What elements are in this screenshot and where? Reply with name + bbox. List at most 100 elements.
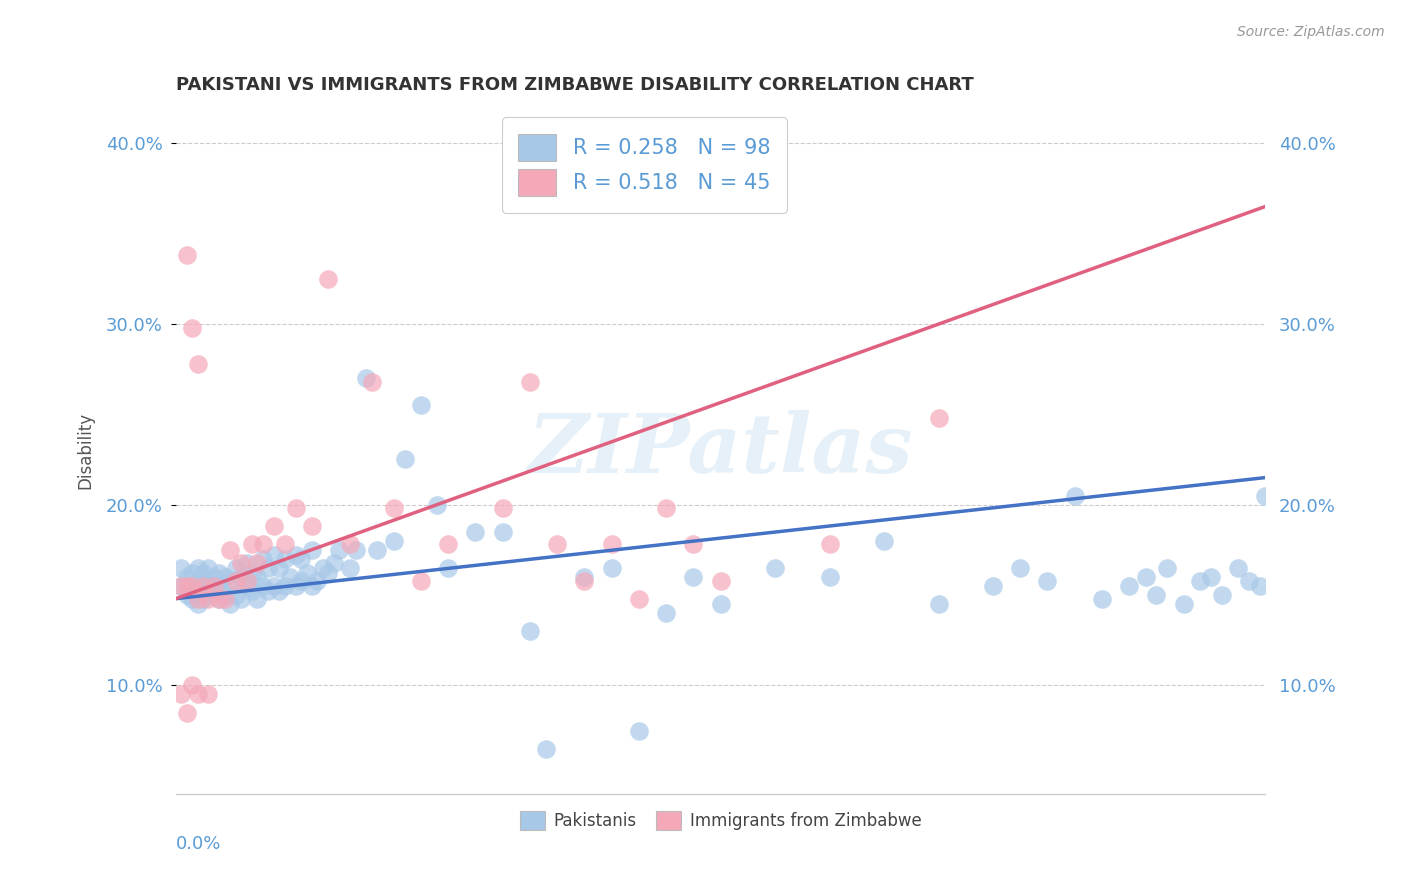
Point [202,570,225,584]
Point [339,561,361,575]
Point [655,501,678,516]
Point [181,579,204,593]
Point [191,579,214,593]
Point [284,579,307,593]
Point [295,566,318,581]
Point [214,591,236,606]
Point [1254,489,1277,503]
Point [257,561,280,575]
Point [339,537,361,551]
Point [318,271,340,285]
Point [356,371,378,385]
Point [873,533,896,548]
Point [1135,570,1157,584]
Point [170,561,193,575]
Point [186,561,209,575]
Point [519,375,541,389]
Point [240,584,263,599]
Point [382,533,405,548]
Point [574,570,596,584]
Point [492,524,515,539]
Point [382,501,405,516]
Point [240,566,263,581]
Point [231,556,253,570]
Point [181,579,204,593]
Point [682,570,704,584]
Point [981,579,1004,593]
Point [437,561,460,575]
Point [710,597,733,611]
Point [464,524,486,539]
Point [394,452,416,467]
Point [208,591,231,606]
Point [1173,597,1195,611]
Point [181,320,204,334]
Point [176,248,198,262]
Point [290,574,312,588]
Point [600,561,623,575]
Point [301,542,323,557]
Point [1036,574,1059,588]
Point [301,519,323,533]
Point [278,570,301,584]
Point [219,597,242,611]
Point [186,597,209,611]
Point [360,375,382,389]
Point [225,561,247,575]
Point [197,574,219,588]
Point [176,579,198,593]
Point [225,574,247,588]
Point [1199,570,1222,584]
Point [208,579,231,593]
Point [301,579,323,593]
Point [263,579,285,593]
Text: PAKISTANI VS IMMIGRANTS FROM ZIMBABWE DISABILITY CORRELATION CHART: PAKISTANI VS IMMIGRANTS FROM ZIMBABWE DI… [176,77,973,95]
Point [231,591,253,606]
Point [1227,561,1250,575]
Point [252,579,274,593]
Point [928,411,950,425]
Point [1091,591,1114,606]
Point [197,688,219,702]
Point [269,584,291,599]
Point [186,357,209,371]
Text: Source: ZipAtlas.com: Source: ZipAtlas.com [1237,25,1385,39]
Legend: Pakistanis, Immigrants from Zimbabwe: Pakistanis, Immigrants from Zimbabwe [513,805,928,837]
Point [252,552,274,566]
Point [214,570,236,584]
Point [318,566,340,581]
Point [492,501,515,516]
Point [1063,489,1085,503]
Point [1156,561,1178,575]
Point [519,624,541,639]
Point [197,588,219,602]
Y-axis label: Disability: Disability [76,412,94,489]
Point [1189,574,1212,588]
Point [181,566,204,581]
Point [1237,574,1260,588]
Point [574,574,596,588]
Point [170,688,193,702]
Point [219,542,242,557]
Point [344,542,367,557]
Point [322,556,344,570]
Point [1144,588,1167,602]
Point [219,574,242,588]
Point [284,549,307,563]
Point [252,537,274,551]
Point [246,556,269,570]
Point [214,588,236,602]
Point [546,537,568,551]
Point [208,566,231,581]
Point [191,591,214,606]
Point [1118,579,1140,593]
Text: 0.0%: 0.0% [176,835,221,853]
Point [274,552,297,566]
Point [269,561,291,575]
Point [1211,588,1233,602]
Point [328,542,350,557]
Point [235,579,257,593]
Point [197,561,219,575]
Point [409,398,432,412]
Point [181,591,204,606]
